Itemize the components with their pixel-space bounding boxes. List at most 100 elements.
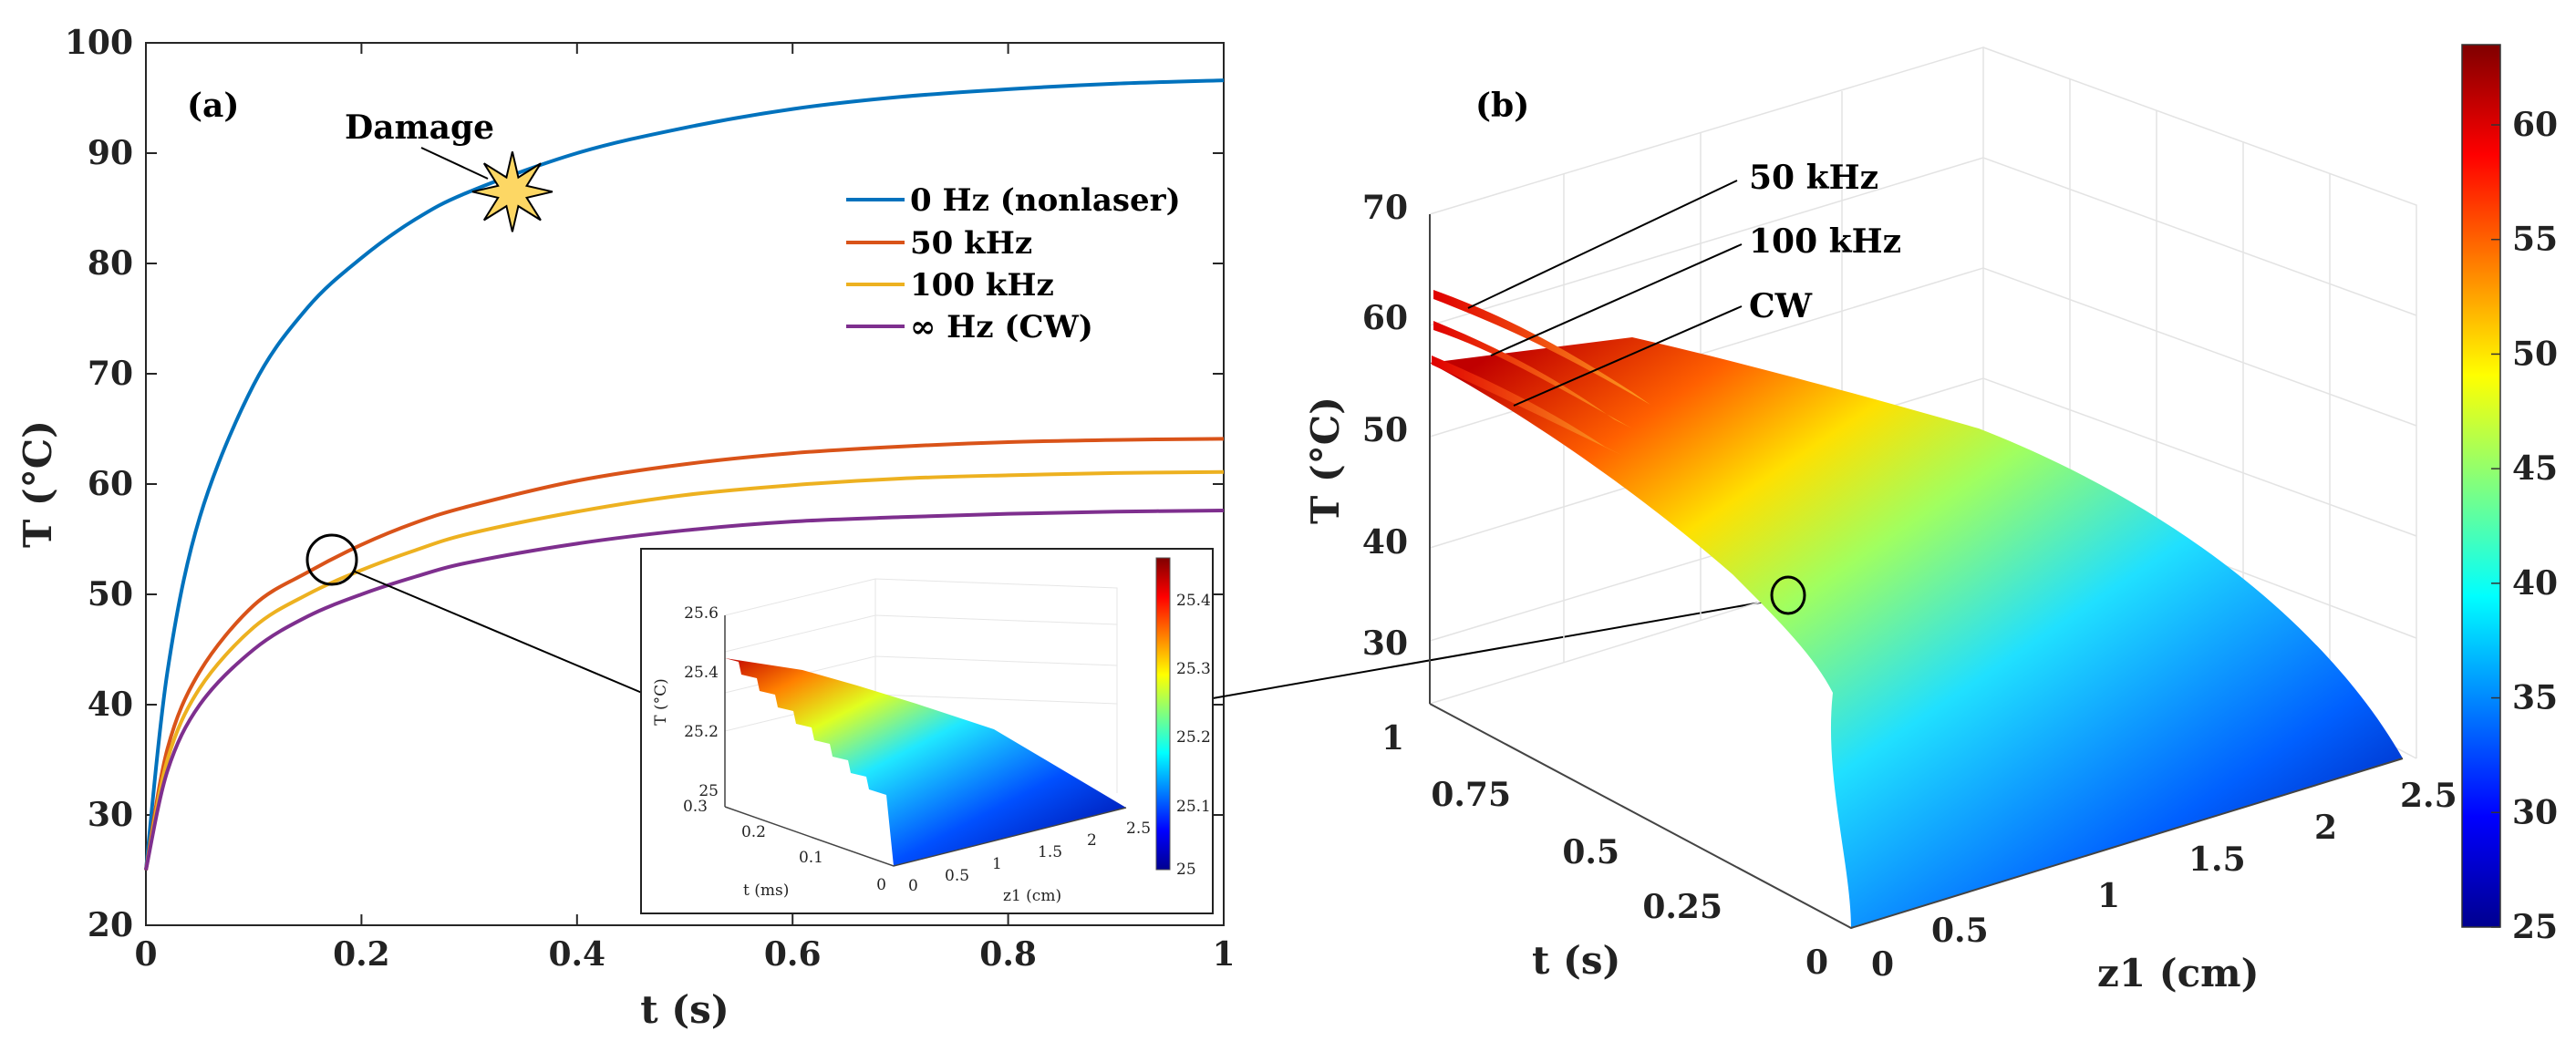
inset-surface bbox=[725, 658, 1126, 866]
b-ztick-0: 30 bbox=[1362, 624, 1408, 663]
inset-zlabel: T (°C) bbox=[652, 678, 670, 726]
inset-ylabel: t (ms) bbox=[743, 882, 789, 900]
b-xtick-4: 2 bbox=[2314, 809, 2337, 847]
inset-cbar-tick-0: 25 bbox=[1176, 861, 1196, 879]
b-xtick-5: 2.5 bbox=[2400, 777, 2457, 815]
inset-xtick-3: 1.5 bbox=[1038, 843, 1062, 861]
b-ytick-4: 1 bbox=[1381, 719, 1404, 758]
inset-cbar-tick-4: 25.4 bbox=[1176, 592, 1211, 610]
y-axis-label-a: T (°C) bbox=[16, 420, 60, 548]
legend-entry-1: 50 kHz bbox=[910, 225, 1032, 262]
x-tick-label-a: 0.2 bbox=[333, 935, 390, 974]
colorbar-b bbox=[2461, 44, 2501, 928]
y-tick-label-a: 50 bbox=[88, 575, 133, 613]
y-tick-label-a: 60 bbox=[88, 465, 133, 503]
label-cw: CW bbox=[1749, 287, 1813, 325]
inset-xtick-1: 0.5 bbox=[945, 867, 969, 885]
inset-ytick-2: 0.1 bbox=[799, 849, 823, 867]
colorbar-b-ticks: 25 30 35 40 45 50 55 60 bbox=[2491, 106, 2558, 946]
damage-star-icon bbox=[471, 151, 553, 232]
b-ztick-2: 50 bbox=[1362, 411, 1408, 449]
x-axis-label-a: t (s) bbox=[640, 987, 729, 1032]
legend-entry-2: 100 kHz bbox=[910, 267, 1054, 304]
legend-a: 0 Hz (nonlaser) 50 kHz 100 kHz ∞ Hz (CW) bbox=[846, 182, 1181, 345]
b-ytick-1: 0.25 bbox=[1642, 888, 1723, 926]
y-tick-label-a: 100 bbox=[65, 24, 133, 62]
pointer-50khz bbox=[1467, 180, 1738, 309]
colorbar-tick-label: 35 bbox=[2512, 679, 2558, 717]
label-100khz: 100 kHz bbox=[1749, 222, 1901, 261]
inset-xtick-2: 1 bbox=[992, 855, 1002, 873]
inset-ztick-2: 25.4 bbox=[684, 664, 719, 682]
inset-ztick-0: 25 bbox=[698, 782, 719, 800]
surface-main bbox=[1430, 337, 2403, 928]
panel-b-axes bbox=[1429, 214, 2404, 930]
damage-pointer bbox=[420, 147, 489, 180]
surface-cw-lip bbox=[1432, 356, 1623, 456]
b-xtick-2: 1 bbox=[2097, 877, 2120, 915]
inset-axes bbox=[724, 615, 1127, 867]
x-tick-label-a: 0.4 bbox=[548, 935, 605, 974]
inset-xlabel: z1 (cm) bbox=[1003, 887, 1061, 905]
series-line-1 bbox=[144, 437, 1225, 871]
y-tick-label-a: 90 bbox=[88, 134, 133, 172]
inset-ytick-1: 0.2 bbox=[741, 823, 766, 841]
y-tick-label-a: 40 bbox=[88, 686, 133, 724]
surface-100khz-lip bbox=[1433, 321, 1632, 428]
y-tick-label-a: 30 bbox=[88, 796, 133, 834]
damage-label: Damage bbox=[345, 108, 494, 147]
x-axis-label-b: z1 (cm) bbox=[2097, 951, 2259, 995]
inset-cbar-tick-3: 25.3 bbox=[1176, 660, 1211, 678]
panel-label-b: (b) bbox=[1475, 87, 1529, 125]
inset-ztick-3: 25.6 bbox=[684, 604, 719, 623]
series-line-0 bbox=[144, 78, 1225, 871]
inset-cbar-tick-2: 25.2 bbox=[1176, 728, 1211, 747]
colorbar-tick-label: 50 bbox=[2512, 335, 2558, 373]
b-ztick-4: 70 bbox=[1362, 189, 1408, 227]
label-50khz: 50 kHz bbox=[1749, 159, 1878, 197]
x-tick-label-a: 0.6 bbox=[764, 935, 822, 974]
b-ytick-3: 0.75 bbox=[1431, 776, 1511, 814]
series-lines-a bbox=[144, 78, 1225, 871]
surface-highlight-circle-icon bbox=[1770, 575, 1806, 615]
colorbar-tick-label: 25 bbox=[2512, 908, 2558, 946]
inset-xtick-4: 2 bbox=[1087, 831, 1097, 850]
connector-line-a bbox=[354, 571, 643, 694]
b-ytick-2: 0.5 bbox=[1562, 833, 1619, 871]
series-line-2 bbox=[144, 469, 1225, 871]
pointer-100khz bbox=[1490, 243, 1743, 356]
highlight-circle-icon bbox=[305, 533, 358, 586]
x-tick-label-a: 1 bbox=[1212, 935, 1235, 974]
b-ztick-1: 40 bbox=[1362, 523, 1408, 562]
b-ytick-0: 0 bbox=[1805, 943, 1828, 982]
x-tick-label-a: 0 bbox=[134, 935, 157, 974]
y-tick-label-a: 70 bbox=[88, 355, 133, 393]
inset-xtick-0: 0 bbox=[908, 877, 918, 895]
connector-line-b bbox=[1212, 601, 1766, 699]
z-axis-label-b: T (°C) bbox=[1303, 397, 1348, 524]
b-ztick-3: 60 bbox=[1362, 299, 1408, 337]
surface-50khz-lip bbox=[1433, 290, 1650, 405]
panel-label-a: (a) bbox=[187, 87, 239, 125]
series-line-3 bbox=[144, 509, 1225, 871]
pointer-cw bbox=[1513, 305, 1743, 407]
inset: 25 25.2 25.4 25.6 0.3 0.2 0.1 0 0 0.5 1 … bbox=[640, 548, 1214, 914]
inset-colorbar bbox=[1155, 557, 1171, 871]
inset-cbar-tick-1: 25.1 bbox=[1176, 798, 1211, 816]
colorbar-tick-label: 45 bbox=[2512, 449, 2558, 488]
b-xtick-3: 1.5 bbox=[2188, 840, 2246, 879]
y-axis-label-b: t (s) bbox=[1532, 938, 1620, 983]
x-tick-label-a: 0.8 bbox=[979, 935, 1037, 974]
colorbar-tick-label: 55 bbox=[2512, 221, 2558, 259]
legend-entry-0: 0 Hz (nonlaser) bbox=[910, 182, 1181, 219]
inset-ytick-3: 0 bbox=[876, 876, 886, 894]
y-tick-label-a: 80 bbox=[88, 244, 133, 283]
b-xtick-1: 0.5 bbox=[1931, 912, 1989, 950]
inset-ytick-0: 0.3 bbox=[683, 798, 708, 816]
inset-ztick-1: 25.2 bbox=[684, 723, 719, 741]
b-xtick-0: 0 bbox=[1871, 945, 1894, 984]
colorbar-tick-label: 60 bbox=[2512, 106, 2558, 144]
colorbar-tick-label: 30 bbox=[2512, 793, 2558, 831]
